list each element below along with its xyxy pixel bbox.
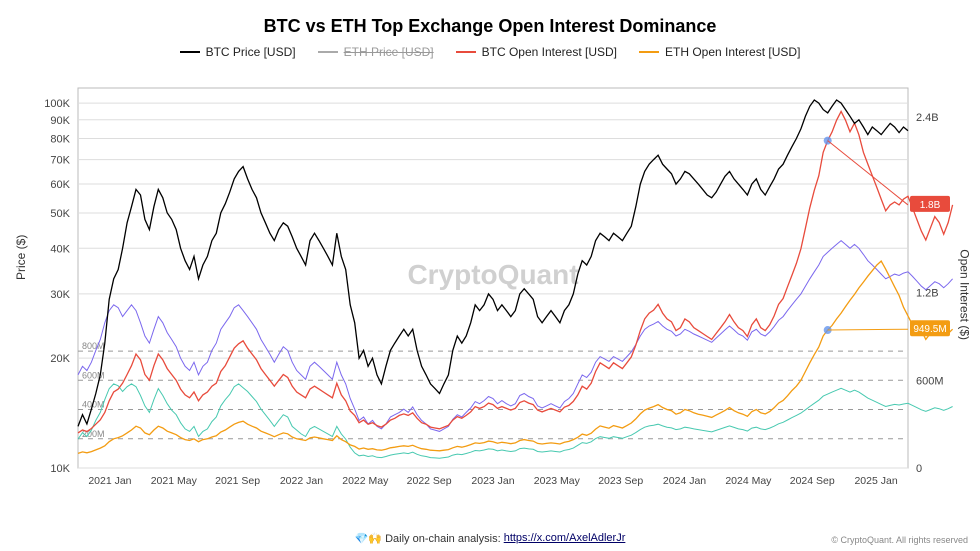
svg-text:800M: 800M (82, 341, 105, 351)
legend-label: ETH Price [USD] (344, 45, 434, 59)
svg-text:50K: 50K (50, 208, 70, 220)
svg-text:1.2B: 1.2B (916, 288, 939, 300)
svg-text:2023 Jan: 2023 Jan (471, 475, 514, 487)
svg-text:60K: 60K (50, 179, 70, 191)
legend-btc-price[interactable]: BTC Price [USD] (180, 45, 296, 59)
svg-text:2022 Sep: 2022 Sep (407, 475, 452, 487)
svg-text:200M: 200M (82, 429, 105, 439)
svg-text:70K: 70K (50, 155, 70, 167)
svg-text:90K: 90K (50, 115, 70, 127)
y-axis-label-left: Price ($) (14, 235, 28, 280)
svg-text:2022 May: 2022 May (342, 475, 389, 487)
svg-text:949.5M: 949.5M (913, 324, 946, 335)
svg-text:2023 May: 2023 May (534, 475, 581, 487)
svg-text:600M: 600M (916, 375, 944, 387)
legend-btc-oi[interactable]: BTC Open Interest [USD] (456, 45, 617, 59)
y-axis-label-right: Open Interest ($) (958, 249, 972, 340)
svg-text:2025 Jan: 2025 Jan (854, 475, 897, 487)
svg-text:2024 Jan: 2024 Jan (663, 475, 706, 487)
svg-text:2.4B: 2.4B (916, 112, 939, 124)
svg-text:20K: 20K (50, 353, 70, 365)
legend-eth-price[interactable]: ETH Price [USD] (318, 45, 434, 59)
svg-text:2021 Sep: 2021 Sep (215, 475, 260, 487)
footer-link[interactable]: https://x.com/AxelAdlerJr (504, 532, 626, 545)
svg-text:2024 May: 2024 May (725, 475, 772, 487)
svg-text:CryptoQuant: CryptoQuant (407, 259, 578, 290)
svg-text:2024 Sep: 2024 Sep (790, 475, 835, 487)
chart-area: 10K20K30K40K50K60K70K80K90K100K0600M1.2B… (32, 82, 862, 462)
svg-text:80K: 80K (50, 133, 70, 145)
svg-text:2021 May: 2021 May (151, 475, 198, 487)
svg-text:2022 Jan: 2022 Jan (280, 475, 323, 487)
copyright: © CryptoQuant. All rights reserved (831, 535, 968, 545)
legend: BTC Price [USD] ETH Price [USD] BTC Open… (0, 45, 980, 59)
svg-text:0: 0 (916, 463, 922, 475)
footer-prefix: 💎🙌 Daily on-chain analysis: (355, 532, 501, 545)
svg-text:10K: 10K (50, 463, 70, 475)
svg-text:2023 Sep: 2023 Sep (598, 475, 643, 487)
legend-eth-oi[interactable]: ETH Open Interest [USD] (639, 45, 800, 59)
legend-label: ETH Open Interest [USD] (665, 45, 800, 59)
chart-title: BTC vs ETH Top Exchange Open Interest Do… (0, 0, 980, 37)
svg-text:100K: 100K (44, 98, 70, 110)
svg-text:1.8B: 1.8B (920, 200, 941, 211)
svg-text:2021 Jan: 2021 Jan (88, 475, 131, 487)
chart-svg: 10K 20K 30K 40K 50K 60K 70K 80K 90K 100K 0 600M 1.2B… (32, 82, 956, 494)
legend-label: BTC Open Interest [USD] (482, 45, 617, 59)
svg-text:30K: 30K (50, 289, 70, 301)
legend-label: BTC Price [USD] (206, 45, 296, 59)
svg-text:40K: 40K (50, 243, 70, 255)
